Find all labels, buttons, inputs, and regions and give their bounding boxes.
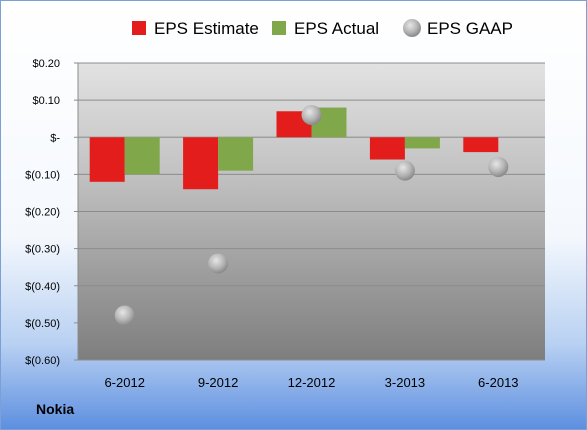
y-tick-label: $(0.20) xyxy=(25,207,60,219)
eps-estimate-legend-label: EPS Estimate xyxy=(154,19,259,38)
eps-gaap-marker xyxy=(488,156,509,177)
eps-gaap-legend-label: EPS GAAP xyxy=(427,19,513,38)
y-tick-label: $0.20 xyxy=(32,58,60,70)
eps-gaap-legend-swatch xyxy=(403,19,421,37)
eps-estimate-legend-swatch xyxy=(132,21,146,35)
y-tick-label: $(0.30) xyxy=(25,244,60,256)
company-name: Nokia xyxy=(36,401,74,417)
eps-estimate-bar xyxy=(369,137,405,160)
y-tick-label: $(0.10) xyxy=(25,169,60,181)
y-axis: $0.20 $0.10 $- $(0.10) $(0.20) $(0.30) $(0.40)… xyxy=(25,58,79,367)
y-tick-label: $(0.40) xyxy=(25,281,60,293)
bars xyxy=(89,107,499,190)
eps-estimate-bar xyxy=(89,137,125,182)
eps-actual-bar xyxy=(218,137,254,171)
eps-gaap-marker xyxy=(301,104,322,125)
y-tick-label: $0.10 xyxy=(32,95,60,107)
eps-actual-legend-swatch xyxy=(272,21,286,35)
y-tick-label: $(0.60) xyxy=(25,355,60,367)
eps-gaap-marker xyxy=(394,160,415,181)
y-tick-label: $- xyxy=(50,132,60,144)
gaap-markers xyxy=(114,104,509,326)
x-category-label: 3-2013 xyxy=(385,375,425,390)
eps-actual-legend-label: EPS Actual xyxy=(294,19,379,38)
y-tick-label: $(0.50) xyxy=(25,318,60,330)
eps-estimate-bar xyxy=(463,137,499,153)
x-category-label: 6-2013 xyxy=(478,375,518,390)
x-axis: 6-2012 9-2012 12-2012 3-2013 6-2013 xyxy=(104,375,518,390)
eps-actual-bar xyxy=(404,137,440,149)
eps-estimate-bar xyxy=(183,137,219,190)
x-category-label: 6-2012 xyxy=(104,375,144,390)
eps-gaap-marker xyxy=(208,253,229,274)
eps-gaap-marker xyxy=(114,305,135,326)
eps-actual-bar xyxy=(124,137,160,175)
x-category-label: 12-2012 xyxy=(288,375,336,390)
x-category-label: 9-2012 xyxy=(198,375,238,390)
legend: EPS Estimate EPS Actual EPS GAAP xyxy=(132,19,513,38)
